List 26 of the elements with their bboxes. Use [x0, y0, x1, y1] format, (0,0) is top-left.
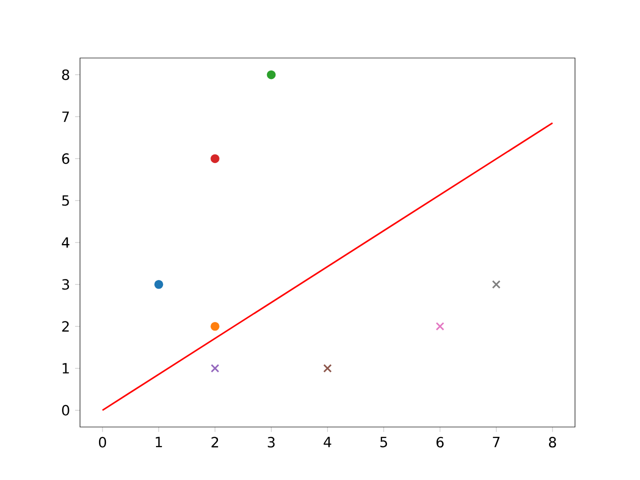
point [266, 70, 276, 80]
y-tick-label: 4 [62, 237, 70, 248]
y-tick-label: 6 [62, 153, 70, 164]
x-tick-label: 0 [98, 436, 106, 448]
point [154, 280, 164, 289]
point [323, 364, 332, 373]
y-tick-label: 1 [62, 363, 69, 374]
y-tick-label: 3 [62, 279, 69, 290]
x-tick-label: 8 [548, 436, 556, 448]
y-tick-label: 8 [62, 69, 70, 80]
point [210, 364, 220, 373]
y-tick-label: 2 [62, 321, 69, 332]
x-tick-label: 1 [156, 436, 162, 448]
y-tick-label: 0 [62, 404, 70, 416]
point [492, 280, 501, 289]
x-tick-label: 4 [324, 436, 332, 448]
x-tick-label: 7 [492, 436, 500, 448]
point [436, 322, 444, 331]
point [210, 154, 220, 164]
x-tick-label: 3 [268, 436, 275, 448]
y-tick-label: 5 [62, 195, 69, 206]
y-tick-label: 7 [62, 112, 69, 122]
x-tick-label: 6 [436, 436, 444, 448]
x-tick-label: 5 [380, 436, 387, 448]
x-tick-label: 2 [212, 436, 218, 448]
point [210, 322, 220, 331]
